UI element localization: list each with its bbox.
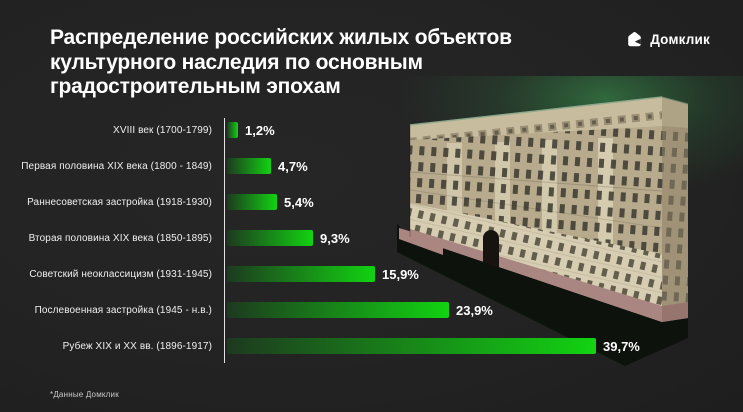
- value-label: 9,3%: [320, 230, 350, 246]
- category-label: Советский неоклассицизм (1931-1945): [29, 268, 212, 280]
- footnote: *Данные Домклик: [50, 390, 119, 399]
- value-label: 23,9%: [456, 302, 493, 318]
- domclick-house-icon: [628, 32, 642, 47]
- value-label: 1,2%: [245, 122, 275, 138]
- category-label: Раннесоветская застройка (1918-1930): [27, 196, 212, 208]
- bar-row: XVIII век (1700-1799) 1,2%: [0, 112, 743, 148]
- bar-row: Послевоенная застройка (1945 - н.в.) 23,…: [0, 292, 743, 328]
- bar-rows: XVIII век (1700-1799) 1,2% Первая полови…: [0, 112, 743, 364]
- page-title: Распределение российских жилых объектов …: [50, 26, 512, 99]
- building-illustration: [397, 76, 743, 366]
- value-label: 5,4%: [284, 194, 314, 210]
- bar-row: Раннесоветская застройка (1918-1930) 5,4…: [0, 184, 743, 220]
- bar: [227, 194, 277, 210]
- axis-line: [224, 118, 225, 363]
- category-label: Первая половина XIX века (1800 - 1849): [21, 160, 212, 172]
- bar: [227, 302, 449, 318]
- bar: [227, 266, 375, 282]
- bar-row: Первая половина XIX века (1800 - 1849) 4…: [0, 148, 743, 184]
- bar: [227, 338, 596, 354]
- bar: [227, 158, 271, 174]
- bar: [227, 230, 313, 246]
- category-label: Вторая половина XIX века (1850-1895): [28, 232, 212, 244]
- brand-name: Домклик: [650, 32, 710, 47]
- bar-row: Рубеж XIX и XX вв. (1896-1917) 39,7%: [0, 328, 743, 364]
- bar: [227, 122, 238, 138]
- bar-row: Вторая половина XIX века (1850-1895) 9,3…: [0, 220, 743, 256]
- value-label: 15,9%: [382, 266, 419, 282]
- category-label: Послевоенная застройка (1945 - н.в.): [34, 304, 212, 316]
- bar-row: Советский неоклассицизм (1931-1945) 15,9…: [0, 256, 743, 292]
- category-label: XVIII век (1700-1799): [113, 124, 212, 136]
- category-label: Рубеж XIX и XX вв. (1896-1917): [62, 340, 212, 352]
- value-label: 39,7%: [603, 338, 640, 354]
- value-label: 4,7%: [278, 158, 308, 174]
- brand-logo: Домклик: [625, 30, 710, 49]
